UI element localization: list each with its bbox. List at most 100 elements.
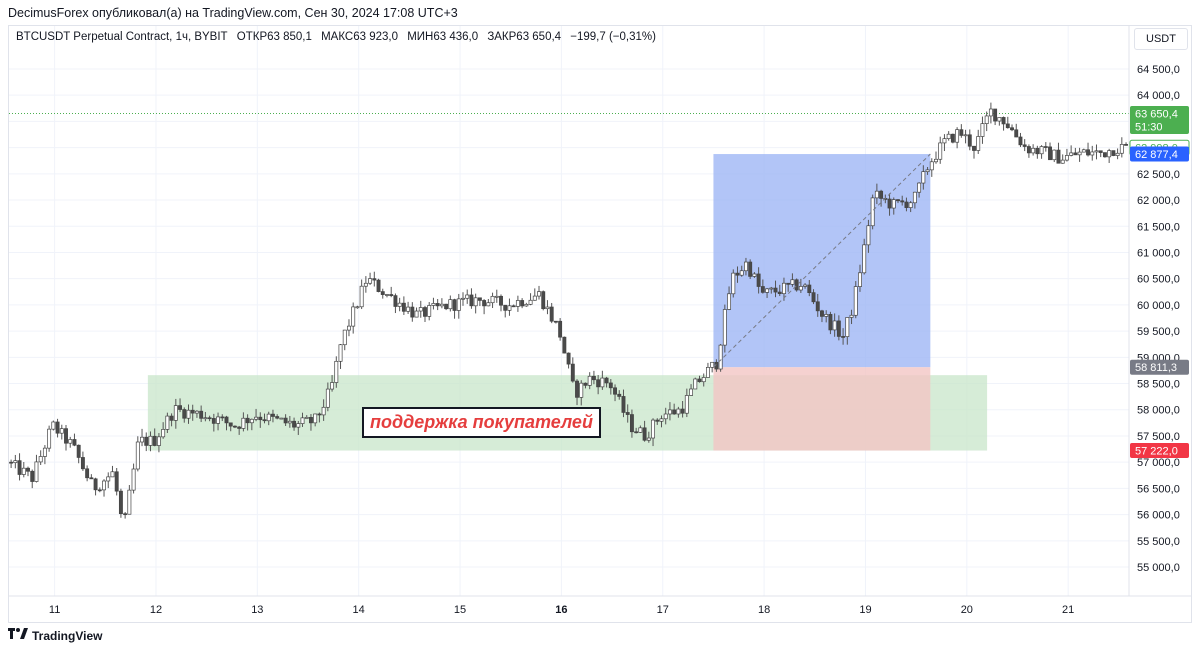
candle-body: [562, 336, 567, 354]
candle-body: [414, 310, 419, 318]
candle-body: [537, 291, 541, 297]
legend-high: МАКС63 923,0: [321, 31, 398, 43]
x-tick-label: 11: [49, 604, 60, 616]
candle-body: [1010, 127, 1014, 131]
candle-body: [342, 329, 347, 346]
candle-body: [135, 441, 140, 470]
candle-body: [739, 270, 744, 276]
candle-body: [917, 182, 922, 193]
stop-zone[interactable]: [713, 367, 931, 451]
candle-body: [1090, 151, 1095, 156]
candle-body: [621, 396, 626, 413]
candle-body: [427, 305, 432, 317]
candle-body: [858, 272, 862, 287]
candle-body: [786, 282, 791, 285]
candle-body: [38, 456, 43, 463]
support-annotation[interactable]: поддержка покупателей: [362, 407, 601, 438]
candle-body: [705, 367, 710, 378]
candle-body: [693, 378, 698, 390]
candle-body: [722, 309, 727, 346]
candle-body: [1039, 146, 1044, 155]
candle-body: [803, 284, 808, 287]
candle-body: [853, 286, 858, 316]
candle-body: [245, 417, 250, 424]
candle-body: [921, 171, 926, 184]
legend-symbol[interactable]: BTCUSDT Perpetual Contract, 1ч, BYBIT: [16, 31, 228, 43]
candle-body: [1048, 146, 1052, 161]
candle-body: [397, 302, 402, 307]
candle-body: [338, 344, 343, 362]
x-tick-label: 16: [555, 604, 567, 616]
last-price-box: [1130, 106, 1189, 135]
candle-body: [118, 490, 123, 515]
candle-body: [190, 409, 195, 414]
candle-body: [748, 261, 753, 277]
candle-body: [34, 461, 39, 482]
candle-body: [304, 417, 309, 419]
candle-body: [1018, 136, 1023, 146]
candle-body: [237, 426, 242, 429]
candle-body: [131, 468, 136, 491]
candle-body: [1098, 150, 1103, 153]
candle-body: [156, 436, 161, 446]
candle-body: [97, 489, 102, 492]
candle-body: [942, 138, 947, 144]
chart-frame[interactable]: 55 000,0 55 500,0 56 000,0 56 500,0 57 000,0…: [8, 25, 1192, 623]
candle-body: [461, 297, 465, 300]
candle-body: [435, 303, 440, 307]
candle-body: [26, 467, 30, 472]
candle-body: [127, 489, 132, 515]
candle-body: [950, 133, 955, 143]
candle-body: [528, 299, 533, 305]
candle-body: [963, 134, 968, 137]
candle-body: [275, 416, 280, 419]
legend-change: −199,7 (−0,31%): [570, 31, 656, 43]
candle-body: [862, 244, 867, 274]
trend-line[interactable]: [713, 153, 931, 368]
candle-body: [993, 108, 998, 122]
candle-body: [874, 190, 879, 199]
candle-body: [566, 352, 571, 365]
footer-brand[interactable]: TradingView: [8, 628, 102, 643]
candle-body: [646, 437, 651, 441]
legend-close: ЗАКР63 650,4: [487, 31, 562, 43]
candle-body: [735, 272, 740, 276]
candle-body: [866, 225, 871, 246]
candle-body: [511, 305, 516, 308]
candle-body: [651, 419, 655, 439]
candle-body: [85, 468, 90, 479]
candle-body: [984, 115, 989, 124]
x-tick-label: 14: [353, 604, 365, 616]
candle-body: [224, 416, 229, 424]
candle-body: [1107, 150, 1112, 158]
candle-body: [887, 198, 892, 209]
candle-body: [824, 314, 829, 317]
candle-body: [21, 467, 26, 475]
candle-body: [330, 382, 335, 390]
candle-body: [452, 299, 457, 311]
candle-body: [385, 294, 389, 296]
candle-body: [249, 418, 254, 424]
y-tick-label: 55 000,0: [1137, 562, 1180, 574]
target-marker-label: 62 877,4: [1135, 149, 1178, 161]
candle-body: [676, 408, 681, 415]
candle-body: [68, 439, 73, 444]
candle-body: [266, 413, 271, 422]
candle-body: [469, 294, 474, 307]
candle-body: [524, 303, 529, 307]
candle-body: [832, 320, 837, 331]
candlestick-chart[interactable]: 55 000,0 55 500,0 56 000,0 56 500,0 57 000,0…: [9, 26, 1191, 622]
candle-body: [575, 380, 579, 398]
candle-body: [629, 414, 634, 433]
candle-body: [591, 375, 596, 381]
candle-body: [710, 361, 715, 368]
candle-body: [254, 416, 259, 420]
currency-button[interactable]: USDT: [1134, 28, 1188, 50]
candle-body: [697, 378, 702, 383]
candle-body: [456, 298, 461, 311]
candle-body: [1077, 151, 1082, 156]
candle-body: [807, 284, 812, 293]
candle-body: [216, 416, 220, 424]
candle-body: [494, 295, 499, 298]
currency-label: USDT: [1146, 33, 1176, 45]
